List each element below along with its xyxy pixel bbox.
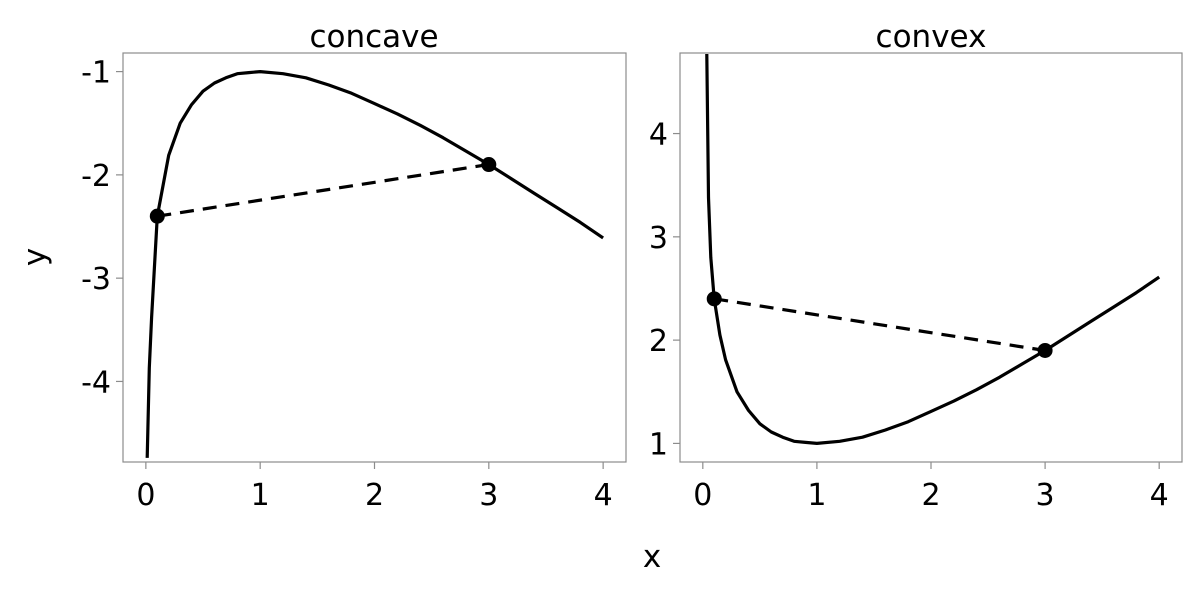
y-axis-title: y bbox=[17, 248, 53, 266]
chord-line-convex bbox=[714, 299, 1045, 351]
data-point-concave bbox=[481, 157, 496, 172]
x-tick-label: 3 bbox=[479, 478, 498, 513]
data-point-concave bbox=[150, 209, 165, 224]
y-tick-label: 4 bbox=[649, 118, 668, 153]
x-tick-label: 0 bbox=[693, 478, 712, 513]
data-point-convex bbox=[1038, 343, 1053, 358]
x-tick-label: 2 bbox=[365, 478, 384, 513]
panel-title-convex: convex bbox=[876, 19, 987, 55]
x-tick-label: 1 bbox=[807, 478, 826, 513]
plot-area-concave: 0 1 2 3 4 -4 -3 -2 -1 bbox=[81, 53, 626, 513]
y-tick-label: -2 bbox=[81, 159, 111, 194]
x-tick-label: 3 bbox=[1036, 478, 1055, 513]
plot-frame-concave bbox=[123, 53, 626, 462]
panel-title-concave: concave bbox=[309, 19, 438, 55]
y-tick-label: -4 bbox=[81, 365, 111, 400]
y-tick-label: -1 bbox=[81, 56, 111, 91]
chord-line-concave bbox=[157, 165, 489, 217]
curve-line-convex bbox=[707, 54, 1159, 443]
x-tick-label: 2 bbox=[921, 478, 940, 513]
data-point-convex bbox=[707, 291, 722, 306]
panel-concave: concave 0 1 2 3 4 -4 -3 -2 -1 bbox=[81, 19, 626, 513]
plot-frame-convex bbox=[680, 53, 1182, 462]
y-tick-label: 3 bbox=[649, 221, 668, 256]
x-tick-label: 0 bbox=[136, 478, 155, 513]
y-tick-label: 2 bbox=[649, 324, 668, 359]
x-tick-label: 4 bbox=[1150, 478, 1169, 513]
y-tick-label: 1 bbox=[649, 427, 668, 462]
x-tick-label: 1 bbox=[251, 478, 270, 513]
x-axis-title: x bbox=[643, 539, 661, 575]
x-tick-label: 4 bbox=[594, 478, 613, 513]
curve-line-concave bbox=[147, 72, 603, 458]
y-tick-label: -3 bbox=[81, 262, 111, 297]
